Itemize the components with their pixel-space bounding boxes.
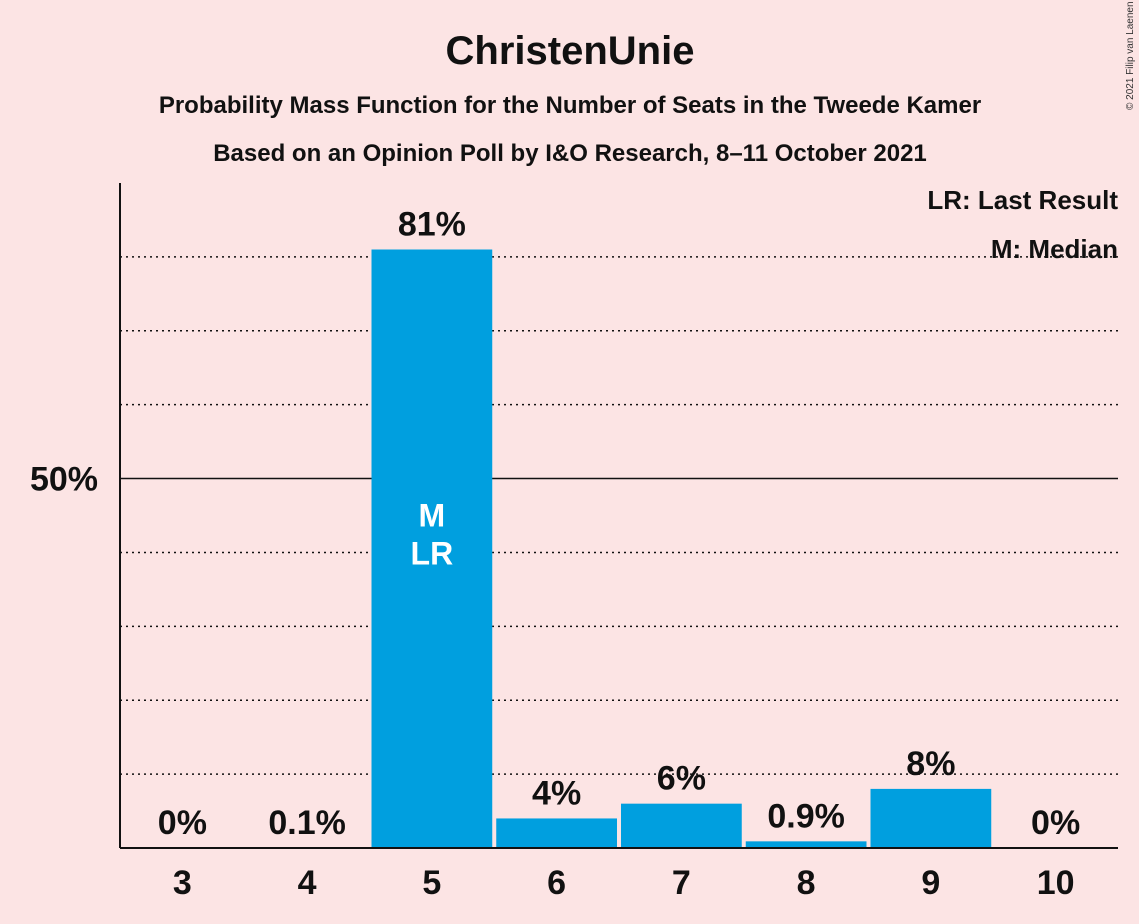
bars [246, 249, 992, 848]
legend-last-result: LR: Last Result [927, 185, 1118, 215]
value-label-7: 6% [657, 760, 706, 798]
bar-9 [870, 788, 992, 848]
x-tick-7: 7 [672, 864, 691, 902]
x-tick-3: 3 [173, 864, 192, 902]
chart-subtitle: Probability Mass Function for the Number… [159, 92, 981, 119]
x-tick-9: 9 [921, 864, 940, 902]
bar-6 [496, 818, 617, 848]
value-label-4: 0.1% [268, 804, 346, 842]
x-tick-4: 4 [298, 864, 317, 902]
copyright: © 2021 Filip van Laenen [1125, 1, 1136, 110]
chart-subtitle-2: Based on an Opinion Poll by I&O Research… [213, 140, 927, 167]
value-label-8: 0.9% [767, 797, 845, 835]
value-label-6: 4% [532, 774, 581, 812]
x-tick-labels: 3 4 5 6 7 8 9 10 [173, 864, 1075, 902]
bar-5 [371, 249, 493, 848]
value-label-10: 0% [1031, 804, 1080, 842]
x-tick-5: 5 [422, 864, 441, 902]
gridlines [120, 256, 1118, 775]
bar-8 [745, 841, 867, 848]
chart-title: ChristenUnie [446, 29, 695, 73]
legend-median: M: Median [991, 234, 1118, 264]
y-tick-label: 50% [30, 461, 98, 499]
value-label-9: 8% [906, 745, 955, 783]
x-tick-10: 10 [1037, 864, 1075, 902]
value-label-5: 81% [398, 206, 466, 244]
value-labels: 0% 0.1% 81% MLR 4% 6% 0.9% 8% 0% [158, 206, 1080, 843]
x-tick-6: 6 [547, 864, 566, 902]
bar-7 [621, 803, 742, 848]
last-result-marker: LR [411, 536, 454, 572]
value-label-3: 0% [158, 804, 207, 842]
x-tick-8: 8 [797, 864, 816, 902]
median-marker: M [419, 498, 446, 534]
